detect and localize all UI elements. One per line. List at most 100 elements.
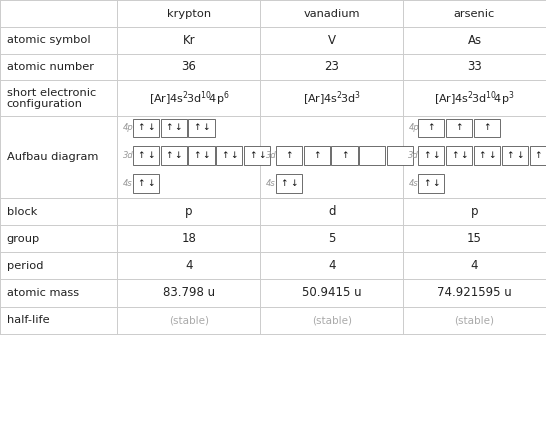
- Text: block: block: [7, 207, 37, 217]
- Bar: [446, 146, 472, 165]
- Text: ↑: ↑: [428, 123, 435, 132]
- Text: ↓: ↓: [230, 151, 238, 160]
- Bar: [418, 119, 444, 137]
- Text: ↓: ↓: [460, 151, 468, 160]
- Text: (stable): (stable): [312, 315, 352, 325]
- Text: krypton: krypton: [167, 9, 211, 18]
- Bar: [331, 146, 358, 165]
- Text: 4s: 4s: [266, 179, 276, 188]
- Text: ↓: ↓: [516, 151, 524, 160]
- Text: ↑: ↑: [248, 151, 256, 160]
- Text: ↑: ↑: [221, 151, 228, 160]
- Text: ↑: ↑: [478, 151, 486, 160]
- Text: ↑: ↑: [455, 123, 463, 132]
- Text: ↓: ↓: [258, 151, 266, 160]
- Text: ↓: ↓: [432, 151, 440, 160]
- Text: 3d: 3d: [266, 151, 277, 160]
- Text: p: p: [471, 205, 478, 218]
- Bar: [161, 119, 187, 137]
- Text: ↑: ↑: [193, 123, 200, 132]
- Bar: [133, 174, 159, 193]
- Bar: [133, 119, 159, 137]
- Text: $\rm [Ar]4s^2\!3d^3$: $\rm [Ar]4s^2\!3d^3$: [303, 89, 360, 108]
- Text: 4: 4: [185, 259, 193, 272]
- Text: ↑: ↑: [165, 123, 173, 132]
- Text: 4p: 4p: [408, 123, 419, 132]
- Bar: [446, 119, 472, 137]
- Text: V: V: [328, 34, 336, 47]
- Text: $\rm [Ar]4s^2\!3d^{10}\!4p^3$: $\rm [Ar]4s^2\!3d^{10}\!4p^3$: [434, 89, 515, 108]
- Text: ↑: ↑: [506, 151, 514, 160]
- Text: atomic mass: atomic mass: [7, 288, 79, 298]
- Text: 50.9415 u: 50.9415 u: [302, 286, 361, 300]
- Bar: [276, 146, 302, 165]
- Bar: [387, 146, 413, 165]
- Text: ↑: ↑: [165, 151, 173, 160]
- Text: 33: 33: [467, 61, 482, 73]
- Bar: [188, 119, 215, 137]
- Bar: [418, 174, 444, 193]
- Text: ↑: ↑: [341, 151, 348, 160]
- Text: 36: 36: [181, 61, 197, 73]
- Bar: [418, 146, 444, 165]
- Text: group: group: [7, 234, 40, 244]
- Bar: [502, 146, 528, 165]
- Text: ↑: ↑: [137, 179, 145, 188]
- Text: As: As: [467, 34, 482, 47]
- Text: ↓: ↓: [203, 151, 210, 160]
- Text: ↑: ↑: [137, 151, 145, 160]
- Text: ↑: ↑: [193, 151, 200, 160]
- Text: 15: 15: [467, 232, 482, 245]
- Text: ↓: ↓: [147, 179, 155, 188]
- Text: ↓: ↓: [147, 123, 155, 132]
- Text: (stable): (stable): [454, 315, 495, 325]
- Text: ↓: ↓: [488, 151, 496, 160]
- Text: 5: 5: [328, 232, 335, 245]
- Bar: [304, 146, 330, 165]
- Bar: [133, 146, 159, 165]
- Text: Kr: Kr: [182, 34, 195, 47]
- Text: p: p: [185, 205, 193, 218]
- Text: ↓: ↓: [175, 123, 182, 132]
- Text: ↓: ↓: [203, 123, 210, 132]
- Text: 4s: 4s: [123, 179, 133, 188]
- Text: vanadium: vanadium: [304, 9, 360, 18]
- Text: Aufbau diagram: Aufbau diagram: [7, 153, 98, 162]
- Text: d: d: [328, 205, 335, 218]
- Text: 4p: 4p: [123, 123, 134, 132]
- Text: ↓: ↓: [175, 151, 182, 160]
- Text: ↑: ↑: [137, 123, 145, 132]
- Text: $\rm [Ar]4s^2\!3d^{10}\!4p^6$: $\rm [Ar]4s^2\!3d^{10}\!4p^6$: [149, 89, 229, 108]
- Bar: [276, 174, 302, 193]
- Text: half-life: half-life: [7, 315, 49, 325]
- Bar: [474, 119, 500, 137]
- Text: 4: 4: [328, 259, 335, 272]
- Bar: [216, 146, 242, 165]
- Text: atomic symbol: atomic symbol: [7, 35, 90, 45]
- Text: 23: 23: [324, 61, 339, 73]
- Text: ↑: ↑: [483, 123, 491, 132]
- Text: short electronic
configuration: short electronic configuration: [7, 88, 96, 109]
- Bar: [161, 146, 187, 165]
- Text: ↑: ↑: [423, 151, 430, 160]
- Text: 3d: 3d: [408, 151, 419, 160]
- Text: ↑: ↑: [285, 151, 293, 160]
- Text: ↓: ↓: [432, 179, 440, 188]
- Text: ↓: ↓: [147, 151, 155, 160]
- Text: ↓: ↓: [544, 151, 546, 160]
- Text: ↑: ↑: [280, 179, 288, 188]
- Text: 4s: 4s: [408, 179, 418, 188]
- Bar: [359, 146, 385, 165]
- Text: 83.798 u: 83.798 u: [163, 286, 215, 300]
- Text: 18: 18: [181, 232, 197, 245]
- Bar: [530, 146, 546, 165]
- Text: ↑: ↑: [423, 179, 430, 188]
- Text: 3d: 3d: [123, 151, 134, 160]
- Text: period: period: [7, 261, 43, 271]
- Text: atomic number: atomic number: [7, 62, 93, 72]
- Text: ↓: ↓: [290, 179, 298, 188]
- Bar: [188, 146, 215, 165]
- Text: (stable): (stable): [169, 315, 209, 325]
- Text: 74.921595 u: 74.921595 u: [437, 286, 512, 300]
- Text: ↑: ↑: [313, 151, 321, 160]
